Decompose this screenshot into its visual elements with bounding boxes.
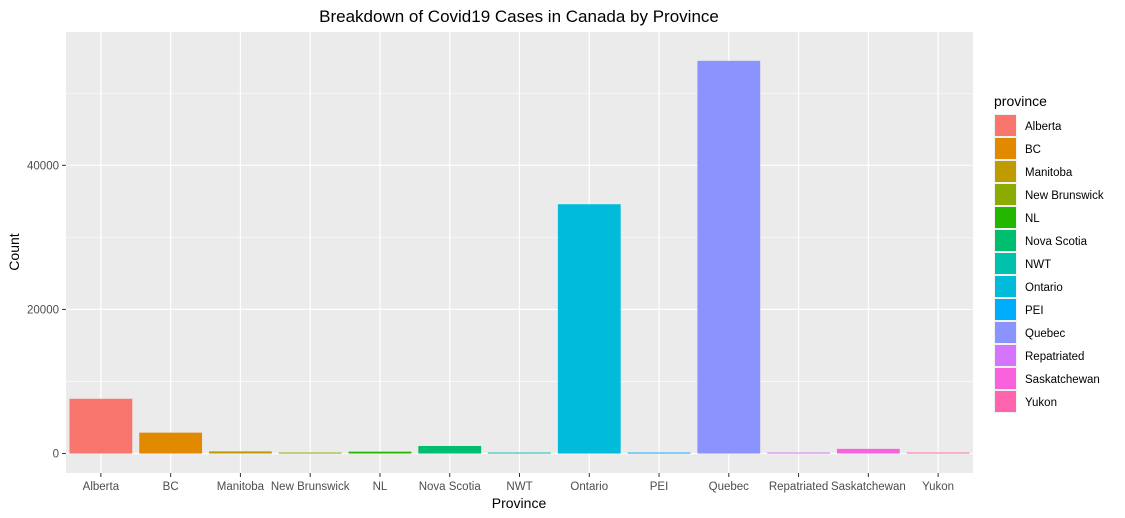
legend-swatch bbox=[995, 115, 1016, 136]
y-tick-label: 0 bbox=[53, 449, 59, 461]
y-axis-title: Count bbox=[6, 233, 22, 270]
bar-nwt bbox=[488, 452, 551, 454]
x-tick-label: Alberta bbox=[83, 481, 120, 493]
bar-nl bbox=[348, 451, 412, 454]
legend-label: Quebec bbox=[1025, 328, 1066, 340]
legend-label: Repatriated bbox=[1025, 351, 1084, 363]
legend-label: Manitoba bbox=[1025, 167, 1073, 179]
legend-swatch bbox=[995, 391, 1016, 412]
legend-label: BC bbox=[1025, 144, 1041, 156]
x-tick-label: BC bbox=[163, 481, 179, 493]
legend-label: Alberta bbox=[1025, 121, 1062, 133]
chart-title: Breakdown of Covid19 Cases in Canada by … bbox=[319, 7, 719, 26]
bar-ontario bbox=[557, 204, 621, 454]
x-tick-label: Nova Scotia bbox=[419, 481, 482, 493]
bar-repatriated bbox=[767, 452, 830, 454]
x-tick-label: Repatriated bbox=[769, 481, 828, 493]
legend-swatch bbox=[995, 299, 1016, 320]
x-tick-label: NL bbox=[373, 481, 388, 493]
x-axis-title: Province bbox=[492, 495, 547, 511]
legend-swatch bbox=[995, 322, 1016, 343]
bar-pei bbox=[627, 452, 691, 454]
bar-saskatchewan bbox=[836, 448, 900, 454]
x-tick-label: Ontario bbox=[570, 481, 608, 493]
x-tick-label: Saskatchewan bbox=[831, 481, 906, 493]
y-axis-ticks: 0 20000 40000 bbox=[27, 160, 66, 461]
bar-yukon bbox=[906, 452, 970, 454]
legend-label: Nova Scotia bbox=[1025, 236, 1088, 248]
x-tick-label: Quebec bbox=[709, 481, 750, 493]
x-tick-label: NWT bbox=[506, 481, 532, 493]
y-tick-label: 20000 bbox=[27, 304, 59, 316]
x-tick-label: PEI bbox=[650, 481, 669, 493]
legend-items: Alberta BC Manitoba New Brunswick NL Nova Sco… bbox=[994, 114, 1104, 413]
x-axis-ticks: Alberta BC Manitoba New Brunswick NL Nova Sco… bbox=[83, 473, 954, 493]
bar-quebec bbox=[697, 60, 761, 454]
bar-new-brunswick bbox=[278, 452, 342, 454]
legend-label: Saskatchewan bbox=[1025, 374, 1100, 386]
legend-label: New Brunswick bbox=[1025, 190, 1104, 202]
legend-label: PEI bbox=[1025, 305, 1044, 317]
y-tick-label: 40000 bbox=[27, 160, 59, 172]
legend-swatch bbox=[995, 276, 1016, 297]
legend-label: Yukon bbox=[1025, 397, 1057, 409]
legend-swatch bbox=[995, 184, 1016, 205]
bar-manitoba bbox=[209, 451, 272, 454]
x-tick-label: New Brunswick bbox=[271, 481, 350, 493]
legend-swatch bbox=[995, 230, 1016, 251]
legend-swatch bbox=[995, 161, 1016, 182]
legend-swatch bbox=[995, 207, 1016, 228]
legend-swatch bbox=[995, 253, 1016, 274]
bar-bc bbox=[139, 432, 203, 454]
bar-nova-scotia bbox=[418, 445, 482, 454]
legend-label: NL bbox=[1025, 213, 1040, 225]
legend: province Alberta BC Manitoba New Brunswick N… bbox=[994, 93, 1104, 413]
legend-label: Ontario bbox=[1025, 282, 1063, 294]
legend-swatch bbox=[995, 345, 1016, 366]
legend-title: province bbox=[994, 93, 1047, 109]
legend-swatch bbox=[995, 138, 1016, 159]
bar-alberta bbox=[69, 398, 133, 454]
x-tick-label: Manitoba bbox=[217, 481, 265, 493]
x-tick-label: Yukon bbox=[922, 481, 954, 493]
legend-swatch bbox=[995, 368, 1016, 389]
legend-label: NWT bbox=[1025, 259, 1051, 271]
bars bbox=[69, 60, 970, 454]
